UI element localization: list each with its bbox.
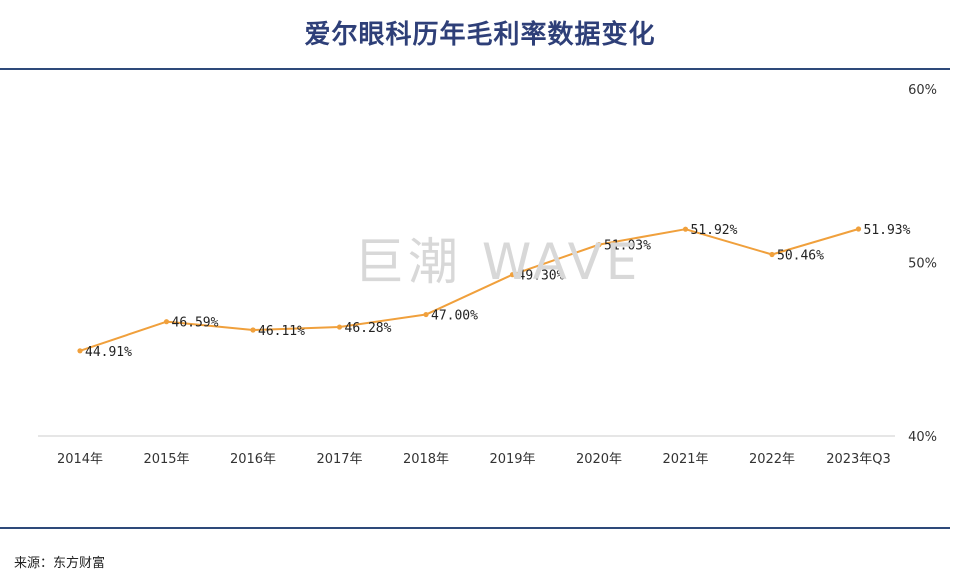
y-tick-label: 60%	[908, 83, 937, 98]
y-tick-label: 50%	[908, 257, 937, 272]
data-label: 51.93%	[864, 223, 911, 238]
x-tick-label: 2023年Q3	[826, 452, 891, 467]
x-tick-label: 2022年	[749, 452, 795, 467]
x-tick-label: 2017年	[316, 452, 362, 467]
x-tick-label: 2021年	[662, 452, 708, 467]
data-label: 50.46%	[777, 249, 824, 264]
data-label: 44.91%	[85, 345, 132, 360]
x-tick-label: 2016年	[230, 452, 276, 467]
data-label: 51.92%	[691, 223, 738, 238]
chart-title: 爱尔眼科历年毛利率数据变化	[304, 20, 656, 50]
data-point	[250, 327, 256, 333]
data-point	[769, 251, 775, 258]
data-label: 46.59%	[172, 316, 219, 331]
x-tick-label: 2014年	[57, 452, 103, 467]
x-tick-label: 2015年	[143, 452, 189, 467]
data-point	[77, 348, 83, 354]
data-label: 46.11%	[258, 324, 305, 339]
data-label: 46.28%	[345, 321, 392, 336]
data-point	[682, 226, 689, 232]
x-tick-label: 2018年	[403, 452, 449, 467]
top-divider	[0, 68, 950, 70]
data-point	[163, 319, 170, 325]
bottom-divider	[0, 527, 950, 529]
x-tick-label: 2020年	[576, 452, 622, 467]
data-label: 47.00%	[431, 309, 478, 324]
data-point	[596, 242, 602, 248]
series-line	[79, 228, 859, 352]
y-tick-label: 40%	[908, 430, 937, 445]
data-label: 51.03%	[604, 239, 651, 254]
data-point	[855, 226, 862, 232]
source-note: 来源：东方财富	[14, 556, 106, 571]
x-tick-label: 2019年	[489, 452, 535, 467]
data-point	[423, 311, 429, 318]
data-label: 49.30%	[518, 269, 565, 284]
data-point	[509, 272, 516, 278]
data-point	[336, 324, 343, 330]
